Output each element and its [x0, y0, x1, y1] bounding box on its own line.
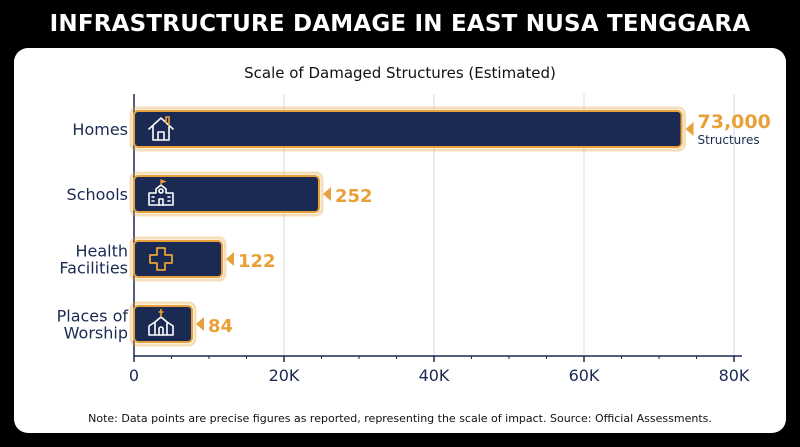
value-pointer: [685, 122, 694, 136]
bar-homes: [133, 110, 683, 148]
x-tick-label: 80K: [719, 366, 750, 385]
x-tick-label: 0: [129, 366, 139, 385]
value-pointer: [323, 187, 331, 201]
category-label: Health: [75, 242, 128, 261]
church-icon: [148, 309, 174, 336]
page-title: INFRASTRUCTURE DAMAGE IN EAST NUSA TENGG…: [49, 11, 751, 37]
category-label: Facilities: [59, 259, 128, 278]
bar-glow: [129, 301, 197, 347]
medical-cross-icon: [149, 247, 173, 271]
chart-note: Note: Data points are precise figures as…: [88, 412, 712, 425]
bar-health-facilities: [133, 240, 223, 278]
data-label: 84: [208, 316, 233, 337]
category-label: Worship: [64, 324, 128, 343]
house-icon: [148, 116, 174, 141]
school-icon: [148, 179, 174, 206]
chart-title: Scale of Damaged Structures (Estimated): [244, 64, 556, 82]
category-label: Homes: [72, 120, 128, 139]
data-label: 122: [238, 251, 276, 272]
bar-glow: [129, 106, 686, 152]
data-label: 73,000: [698, 111, 771, 133]
data-label-unit: Structures: [698, 133, 760, 147]
data-label: 252: [335, 186, 373, 207]
category-label: Places of: [57, 307, 129, 326]
x-tick-label: 60K: [569, 366, 600, 385]
value-pointer: [226, 252, 234, 266]
bar-schools: [133, 175, 320, 213]
bar-glow: [129, 171, 324, 217]
x-tick-label: 40K: [419, 366, 450, 385]
bar-glow: [129, 236, 227, 282]
chart-panel: Scale of Damaged Structures (Estimated) …: [14, 48, 786, 433]
category-label: Schools: [67, 185, 128, 204]
x-tick-label: 20K: [269, 366, 300, 385]
value-pointer: [196, 317, 204, 331]
